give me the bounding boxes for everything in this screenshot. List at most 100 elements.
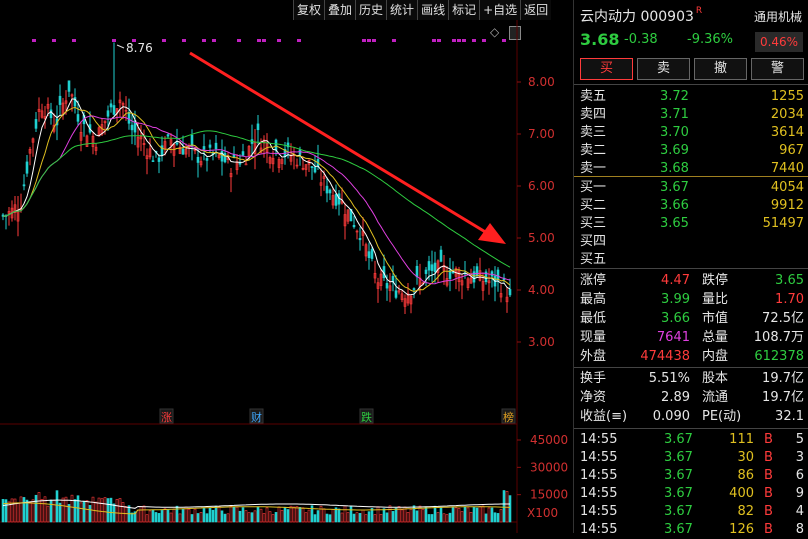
marker-dot (297, 39, 301, 42)
level-label: 买五 (580, 252, 607, 267)
volume-bar (202, 508, 206, 523)
volume-bar (322, 508, 326, 523)
candle-body (322, 176, 326, 179)
bid-row[interactable]: 买五 (580, 251, 804, 269)
volume-bar (259, 508, 263, 523)
price-change-pct: -9.36% (687, 32, 733, 47)
marker-dot (162, 39, 166, 42)
panel-toggle-icon[interactable] (509, 26, 521, 40)
volume-bar (85, 500, 89, 523)
level-label: 买四 (580, 234, 607, 249)
volume-bar (364, 514, 368, 523)
candle-body (409, 295, 413, 305)
toolbar-back-button[interactable]: 返回 (520, 0, 552, 20)
marker-dot (437, 39, 441, 42)
toolbar-mark-button[interactable]: 标记 (448, 0, 480, 20)
volume-bar (250, 512, 254, 523)
volume-bar (376, 506, 380, 523)
turnover-value: 5.51% (648, 371, 690, 386)
bid-row[interactable]: 买四 (580, 233, 804, 251)
price-tick-label: 5.00 (528, 231, 555, 245)
candle-body (73, 97, 77, 107)
volume-bar (412, 505, 416, 523)
volume-bar (58, 502, 62, 523)
volume-bar (193, 508, 197, 523)
shares-label: 股本 (702, 371, 729, 386)
ask-row[interactable]: 卖五 3.72 1255 (580, 88, 804, 106)
volume-bar (139, 506, 143, 523)
limit-up-value: 4.47 (661, 273, 690, 288)
inner-volume-value: 612378 (754, 349, 804, 364)
toolbar-add-watchlist-button[interactable]: +自选 (479, 0, 521, 20)
buy-button[interactable]: 买 (580, 58, 633, 80)
volume-bar (406, 512, 410, 523)
price-change: -0.38 (624, 32, 658, 47)
toolbar-overlay-button[interactable]: 叠加 (324, 0, 356, 20)
volume-bar (286, 509, 290, 523)
candle-body (85, 135, 89, 147)
diamond-icon[interactable]: ◇ (490, 25, 500, 39)
tick-side: B (764, 432, 773, 447)
cancel-order-button[interactable]: 撤 (694, 58, 747, 80)
toolbar-history-button[interactable]: 历史 (355, 0, 387, 20)
tick-count: 5 (795, 432, 804, 447)
bid-row[interactable]: 买一 3.67 4054 (580, 179, 804, 197)
tick-row: 14:55 3.67 111 B 5 (580, 431, 804, 449)
candle-body (136, 136, 140, 148)
volume-bar (373, 514, 377, 523)
total-volume-label: 总量 (702, 330, 729, 345)
volume-bar (208, 507, 212, 523)
float-value: 19.7亿 (762, 390, 804, 405)
volume-bar (421, 509, 425, 523)
toolbar-restore-rights-button[interactable]: 复权 (293, 0, 325, 20)
candle-body (151, 160, 155, 162)
nav-value: 2.89 (661, 390, 690, 405)
ask-row[interactable]: 卖一 3.68 7440 (580, 160, 804, 178)
candle-body (301, 167, 305, 170)
bid-row[interactable]: 买二 3.66 9912 (580, 197, 804, 215)
volume-bar (19, 496, 23, 523)
candle-body (334, 193, 338, 206)
candle-body (139, 136, 143, 140)
marker-dot (367, 39, 371, 42)
tick-price: 3.67 (664, 432, 693, 447)
level-price: 3.66 (660, 198, 689, 213)
volume-bar (292, 506, 296, 523)
candle-body (487, 280, 491, 284)
volume-bar (253, 510, 257, 523)
candle-body (508, 289, 512, 296)
volume-bar (178, 513, 182, 523)
volume-bar (379, 513, 383, 523)
marker-dot (212, 39, 216, 42)
candle-body (181, 148, 185, 155)
candle-body (403, 298, 407, 307)
bid-row[interactable]: 买三 3.65 51497 (580, 215, 804, 233)
ask-row[interactable]: 卖四 3.71 2034 (580, 106, 804, 124)
high-marker-line (116, 44, 125, 49)
event-marker-box (249, 408, 264, 424)
volume-bar (388, 505, 392, 523)
marker-dot (112, 39, 116, 42)
sector-name[interactable]: 通用机械 (754, 10, 803, 24)
volume-bar (493, 512, 497, 523)
alert-button[interactable]: 警 (751, 58, 804, 80)
toolbar-stats-button[interactable]: 统计 (386, 0, 418, 20)
toolbar-draw-button[interactable]: 画线 (417, 0, 449, 20)
sell-button[interactable]: 卖 (637, 58, 690, 80)
volume-bar (1, 499, 5, 523)
volume-bar (37, 492, 41, 523)
ask-row[interactable]: 卖二 3.69 967 (580, 142, 804, 160)
candle-body (427, 261, 431, 271)
volume-bar (349, 506, 353, 523)
volume-bar (136, 509, 140, 523)
volume-bar (199, 512, 203, 523)
candle-body (25, 161, 29, 174)
pe-label: PE(动) (702, 409, 742, 424)
kline-chart[interactable]: 复权 叠加 历史 统计 画线 标记 +自选 返回 ◇ 8.00 7.00 6.00 5… (0, 0, 573, 533)
volume-bar (97, 497, 101, 523)
candle-body (385, 283, 389, 289)
volume-bar (289, 505, 293, 523)
ask-row[interactable]: 卖三 3.70 3614 (580, 124, 804, 142)
outer-volume-label: 外盘 (580, 349, 607, 364)
candle-body (94, 146, 98, 151)
